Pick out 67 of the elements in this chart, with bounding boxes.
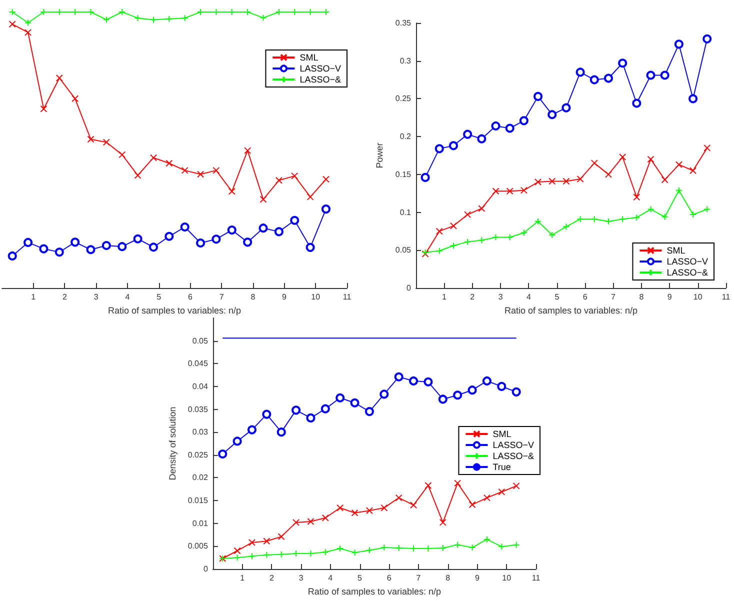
y-axis-title: Density of solution (168, 406, 178, 480)
y-tick-label: 0.25 (395, 94, 412, 104)
x-tick-label: 5 (156, 292, 162, 302)
x-tick-label: 4 (526, 292, 532, 302)
x-tick-label: 8 (250, 292, 256, 302)
x-tick-label: 2 (62, 292, 68, 302)
x-tick-label: 3 (298, 574, 304, 582)
x-tick-label: 10 (502, 574, 512, 582)
x-tick-label: 11 (532, 574, 541, 582)
x-tick-label: 8 (639, 292, 644, 302)
legend-label: LASSO−& (492, 451, 534, 461)
x-tick-label: 4 (125, 292, 130, 302)
y-tick-label: 0.1 (400, 208, 412, 217)
y-tick-label: 0.3 (400, 56, 412, 66)
y-tick-label: 0 (203, 564, 208, 574)
x-tick-label: 7 (219, 292, 224, 302)
x-tick-label: 9 (282, 292, 288, 302)
legend-label: LASSO−V (492, 440, 534, 450)
legend-label: LASSO−V (666, 256, 708, 266)
y-tick-label: 0.2 (400, 132, 412, 142)
y-tick-label: 0.025 (188, 450, 208, 460)
x-axis-title: Ratio of samples to variables: n/p (504, 306, 638, 316)
y-tick-label: 0.005 (188, 542, 208, 551)
legend-label: SML (666, 246, 686, 256)
x-tick-label: 2 (470, 292, 476, 302)
x-tick-label: 1 (442, 292, 447, 302)
legend-label: SML (300, 52, 318, 62)
x-tick-label: 10 (693, 292, 703, 302)
x-tick-label: 10 (311, 292, 321, 302)
x-tick-label: 5 (554, 292, 560, 302)
x-tick-label: 6 (188, 292, 193, 302)
x-tick-label: 9 (475, 574, 480, 582)
legend-label: LASSO−V (300, 64, 342, 74)
legend-label: True (492, 462, 511, 472)
x-tick-label: 2 (269, 574, 274, 582)
y-tick-label: 0.035 (188, 404, 208, 414)
x-tick-label: 1 (31, 292, 36, 302)
y-tick-label: 0.15 (395, 170, 412, 179)
x-tick-label: 5 (358, 574, 363, 582)
legend-label: LASSO−& (666, 268, 708, 278)
x-tick-label: 8 (446, 574, 451, 582)
y-axis-title: Power (374, 142, 384, 168)
y-tick-label: 0.35 (395, 18, 412, 28)
y-tick-label: 0.05 (395, 246, 412, 255)
x-axis-title: Ratio of samples to variables: n/p (308, 586, 441, 596)
legend-label: SML (492, 429, 512, 439)
y-tick-label: 0.01 (192, 518, 208, 528)
x-tick-label: 11 (342, 292, 352, 302)
y-tick-label: 0 (406, 284, 412, 292)
x-tick-label: 6 (386, 574, 392, 582)
x-axis-title: Ratio of samples to variables: n/p (108, 306, 242, 316)
y-tick-label: 0.015 (188, 496, 208, 506)
y-tick-label: 0.03 (192, 428, 208, 437)
x-tick-label: 1 (240, 574, 246, 582)
x-tick-label: 4 (328, 574, 334, 582)
x-tick-label: 9 (667, 292, 672, 302)
legend-label: LASSO−& (300, 74, 342, 84)
x-tick-label: 7 (611, 292, 616, 302)
y-tick-label: 0.05 (192, 336, 208, 346)
x-tick-label: 7 (416, 574, 422, 582)
x-tick-label: 3 (498, 292, 504, 302)
x-tick-label: 6 (582, 292, 588, 302)
x-tick-label: 11 (722, 292, 731, 302)
y-tick-label: 0.02 (192, 473, 208, 482)
y-tick-label: 0.045 (188, 359, 208, 368)
y-tick-label: 0.04 (192, 382, 208, 391)
x-tick-label: 3 (94, 292, 99, 302)
